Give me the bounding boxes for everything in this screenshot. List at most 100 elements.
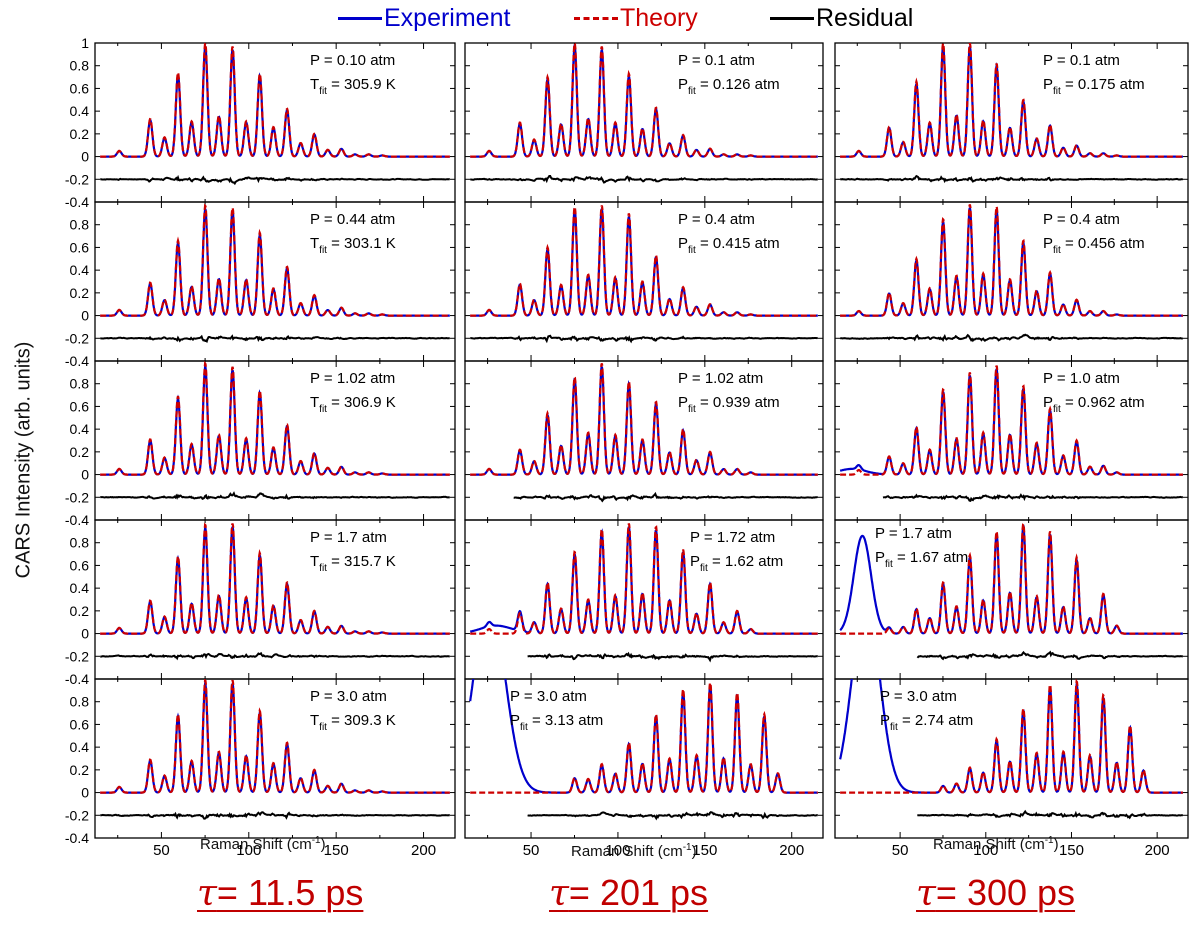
annotation-fit: Pfit = 0.175 atm	[1043, 76, 1145, 97]
x-axis-label-close: )	[1053, 836, 1059, 853]
series-group	[100, 43, 451, 186]
y-tick-label: 0.6	[70, 557, 90, 573]
x-axis-label-text: Raman Shift (cm	[200, 836, 312, 853]
y-tick-label: 0.4	[70, 103, 90, 119]
series-residual	[100, 651, 450, 661]
series-residual	[917, 809, 1184, 820]
series-group	[470, 363, 819, 503]
annotation-fit-sub: fit	[890, 722, 898, 733]
series-residual	[99, 334, 450, 344]
x-axis-label-col2: Raman Shift (cm-1)	[571, 842, 697, 860]
y-tick-label: -0.2	[65, 330, 89, 346]
panel-2-2: P = 1.0 atm Pfit = 0.962 atm	[834, 360, 1189, 521]
annotation-fit-value: = 0.939 atm	[696, 394, 780, 411]
annotation-fit-symbol: P	[678, 394, 688, 411]
y-tick-label: 0.6	[70, 239, 90, 255]
annotation-fit-symbol: P	[875, 549, 885, 566]
annotation-fit-value: = 0.962 atm	[1061, 394, 1145, 411]
y-tick-label: 0.4	[70, 262, 90, 278]
annotation-pressure: P = 0.44 atm	[310, 211, 395, 228]
series-theory	[840, 521, 1183, 635]
panel-3-2: P = 1.7 atm Pfit = 1.67 atm	[834, 519, 1189, 680]
annotation-fit-sub: fit	[688, 404, 696, 415]
series-theory	[470, 523, 818, 635]
y-axis-label-box: CARS Intensity (arb. units)	[6, 240, 42, 680]
y-tick-label: -0.2	[65, 171, 89, 187]
series-residual	[527, 810, 819, 821]
series-theory	[100, 361, 450, 476]
y-tick-label: 0.8	[70, 217, 90, 233]
annotation-fit-sub: fit	[1053, 404, 1061, 415]
y-tick-label: 0	[81, 626, 89, 642]
y-tick-label: 0.2	[70, 603, 90, 619]
series-group	[100, 361, 450, 501]
y-tick-label: 0	[81, 308, 89, 324]
series-experiment	[839, 368, 1183, 476]
legend-experiment-swatch	[338, 17, 382, 20]
series-theory	[840, 204, 1183, 317]
y-tick-label: 0.6	[70, 398, 90, 414]
x-tick-label: 100	[973, 842, 998, 859]
series-theory	[100, 522, 450, 635]
tau-label-col2: τ= 201 ps	[549, 872, 708, 914]
legend-experiment-label: Experiment	[384, 4, 511, 32]
annotation-fit-sub: fit	[520, 722, 528, 733]
x-tick-label: 200	[411, 842, 436, 859]
x-axis-label-col1: Raman Shift (cm-1)	[200, 835, 326, 853]
annotation-fit-symbol: T	[310, 76, 319, 93]
tau-label-col3: τ= 300 ps	[916, 872, 1075, 914]
series-group	[839, 365, 1184, 502]
annotation-fit-symbol: P	[880, 712, 890, 729]
y-tick-label: 0	[81, 785, 89, 801]
panel-0-1: P = 0.1 atm Pfit = 0.126 atm	[464, 42, 824, 203]
x-tick-label: 200	[779, 842, 804, 859]
annotation-pressure: P = 1.0 atm	[1043, 370, 1120, 387]
annotation-fit-sub: fit	[885, 559, 893, 570]
tau-value: = 201 ps	[568, 872, 709, 913]
y-tick-label: 0.8	[70, 694, 90, 710]
series-residual	[469, 175, 819, 184]
x-tick-label: 200	[1145, 842, 1170, 859]
series-residual	[470, 334, 818, 344]
panel-4-1: 50 100 150 200 P = 3.0 atm Pfit = 3.13 atm	[464, 678, 824, 859]
y-axis-label: CARS Intensity (arb. units)	[12, 341, 35, 579]
series-residual	[527, 651, 819, 663]
annotation-fit-symbol: P	[1043, 76, 1053, 93]
annotation-fit-symbol: T	[310, 712, 319, 729]
annotation-pressure: P = 3.0 atm	[880, 688, 957, 705]
legend-residual-swatch	[770, 17, 814, 20]
annotation-fit-symbol: P	[1043, 235, 1053, 252]
series-group	[840, 43, 1184, 184]
panel-1-1: P = 0.4 atm Pfit = 0.415 atm	[464, 201, 824, 362]
x-axis-label-text: Raman Shift (cm	[933, 836, 1045, 853]
legend-theory-label: Theory	[620, 4, 698, 32]
panel-0-0: -0.4 -0.2 0 0.2 0.4 0.6 0.8 1 P = 0.10 atm Tfit =…	[65, 35, 456, 210]
panel-frame	[834, 678, 1189, 839]
series-group	[469, 523, 819, 663]
legend-theory-swatch	[574, 17, 618, 20]
series-theory	[470, 680, 818, 794]
series-theory	[840, 43, 1183, 158]
panel-1-2: P = 0.4 atm Pfit = 0.456 atm	[834, 201, 1189, 362]
legend-residual-label: Residual	[816, 4, 914, 32]
y-tick-label: 0.6	[70, 716, 90, 732]
annotation-fit-value: = 309.3 K	[327, 712, 396, 729]
series-experiment	[839, 524, 1183, 635]
series-theory	[470, 363, 818, 476]
series-theory	[840, 365, 1183, 476]
y-tick-label: 0	[81, 149, 89, 165]
annotation-fit-value: = 2.74 atm	[898, 712, 973, 729]
x-axis-label-sup: -1	[1044, 835, 1054, 846]
series-group	[100, 679, 451, 820]
annotation-fit-symbol: P	[510, 712, 520, 729]
y-tick-label: -0.2	[65, 648, 89, 664]
x-tick-label: 50	[153, 842, 170, 859]
series-experiment	[470, 207, 818, 317]
x-tick-label: 100	[236, 842, 261, 859]
legend-residual: Residual	[770, 4, 913, 33]
annotation-fit-sub: fit	[319, 722, 327, 733]
annotation-fit-value: = 1.67 atm	[893, 549, 968, 566]
legend: Experiment Theory Residual	[0, 4, 1192, 38]
series-group	[470, 204, 818, 344]
tau-label-col1: τ= 11.5 ps	[197, 872, 363, 914]
